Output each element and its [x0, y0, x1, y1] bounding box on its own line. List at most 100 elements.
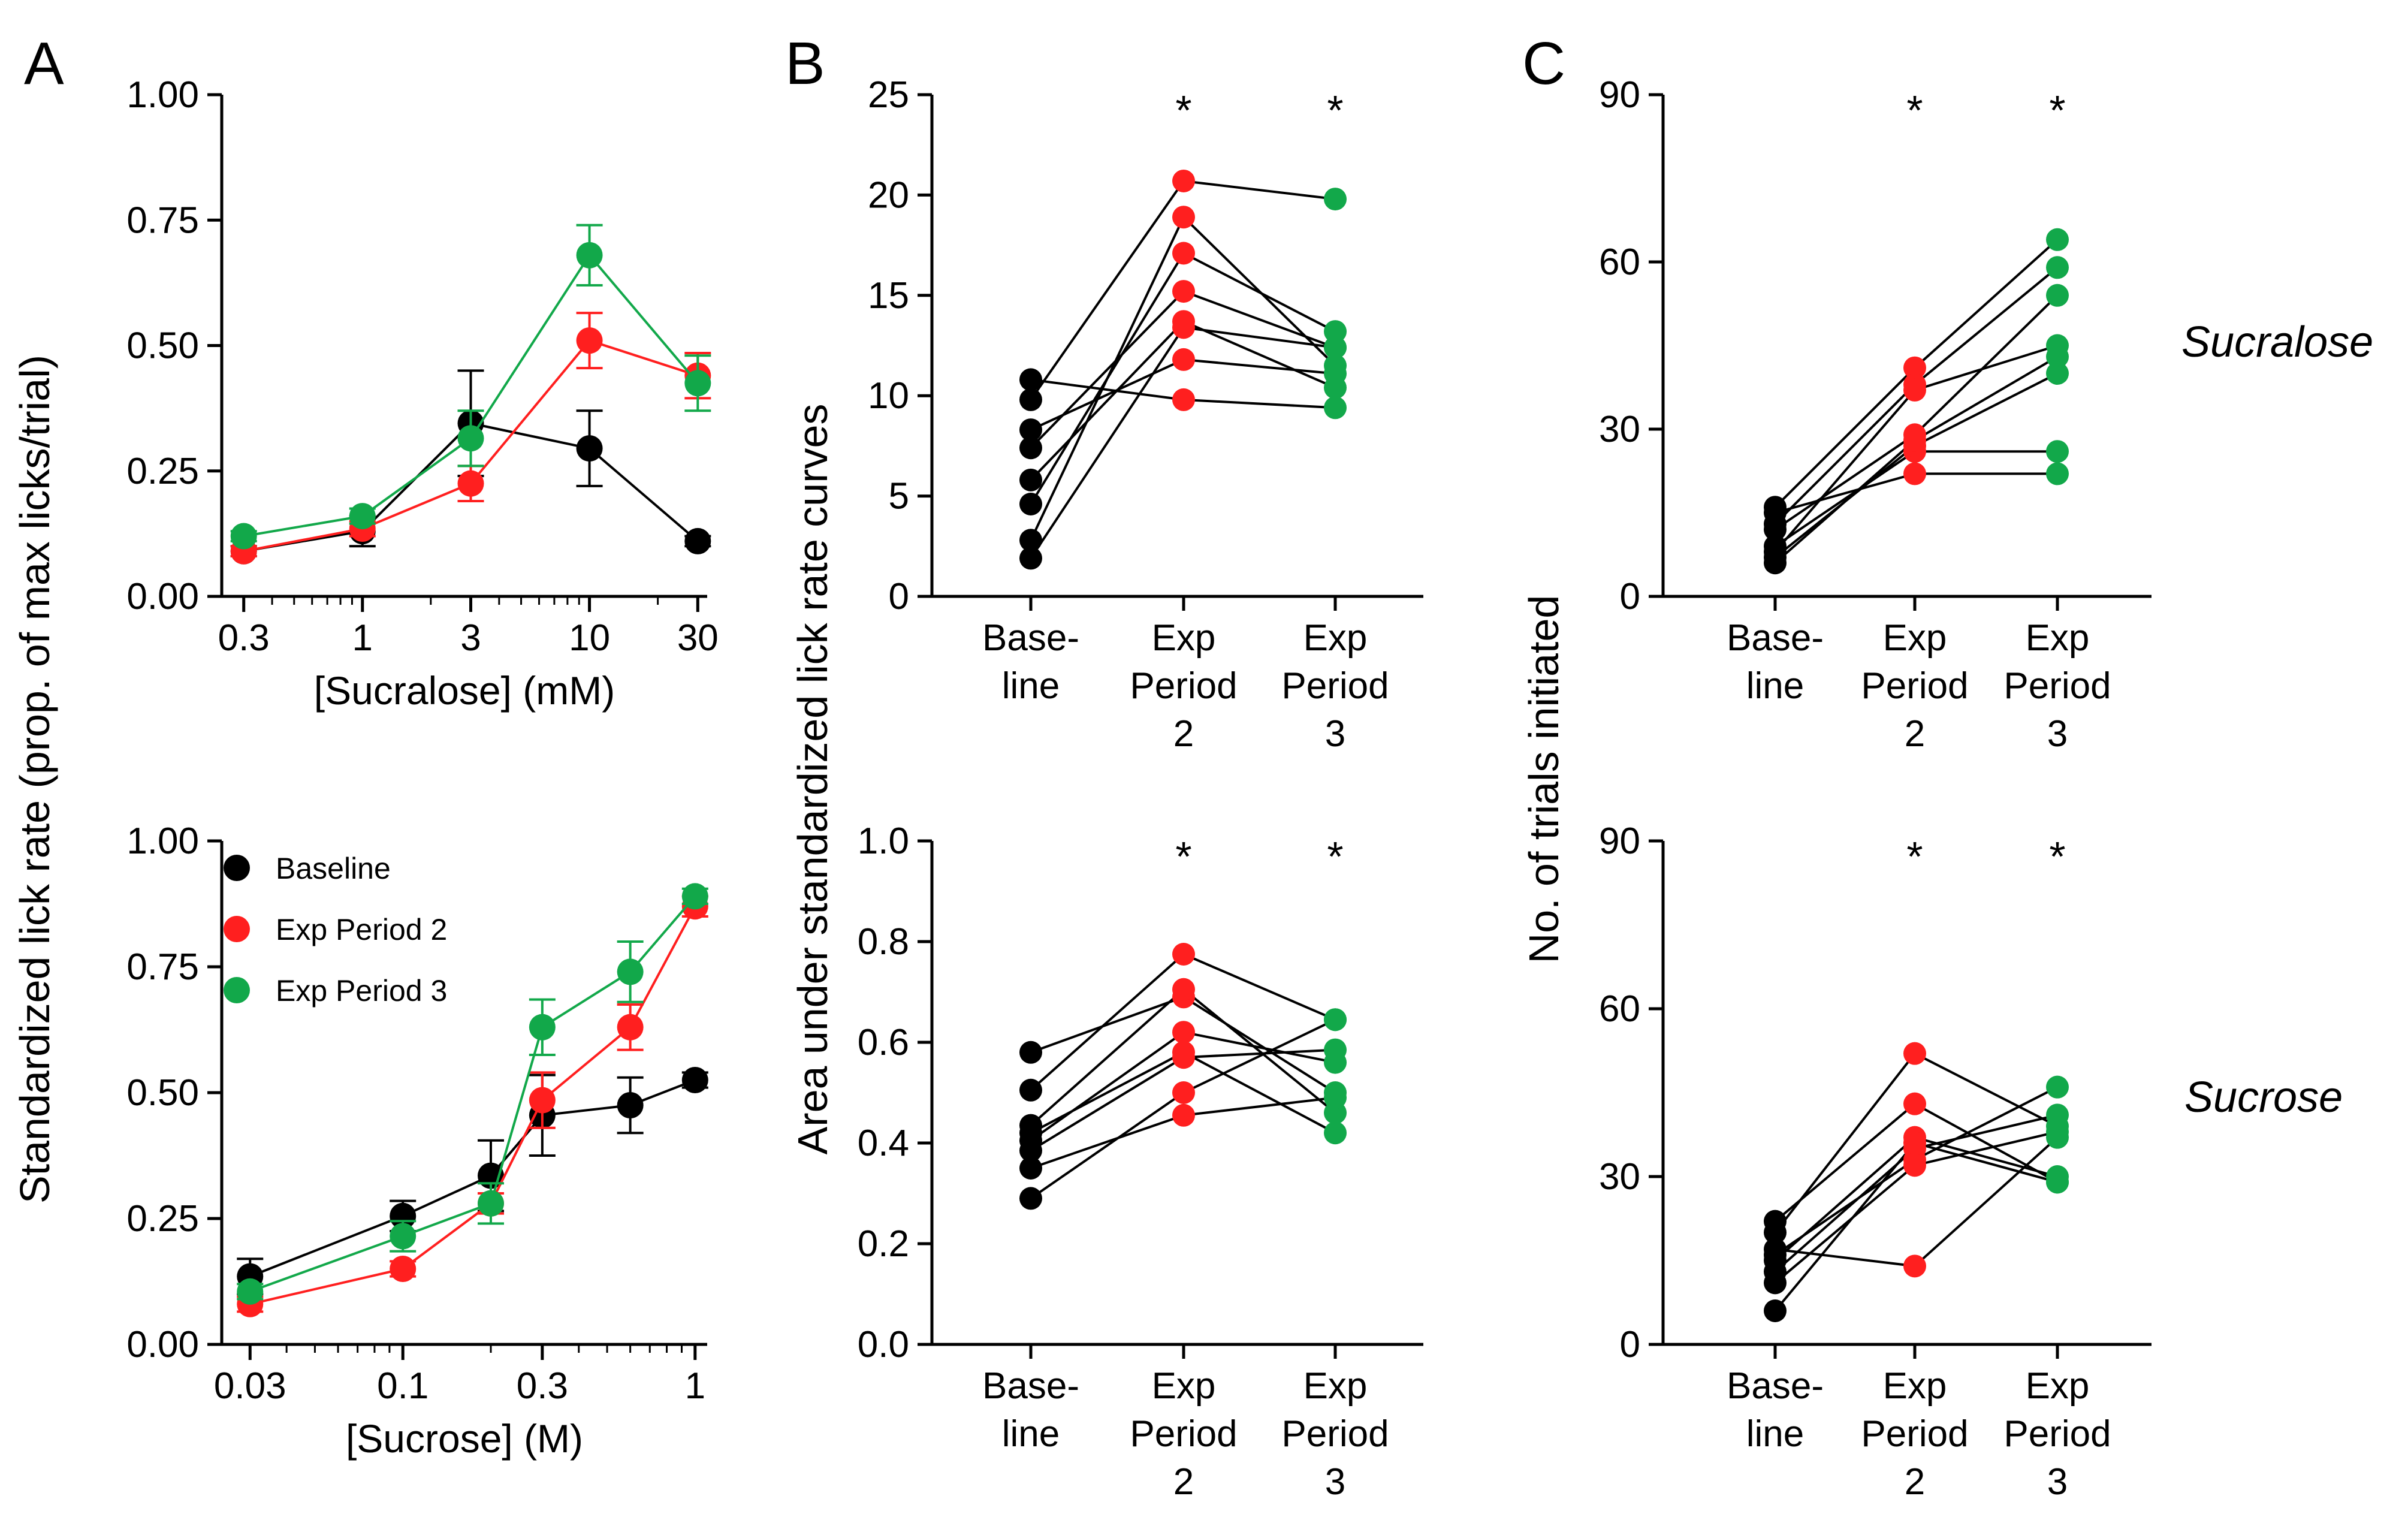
panel-b-bottom-sucrose-chart: 0.0 0.2 0.4 0.6 0.8 1.0 Base-line Exp Period 2 * Ex…	[858, 821, 1423, 1503]
panel-a-y-axis-label: Standardized lick rate (prop. of max lic…	[11, 355, 58, 1204]
data-point	[1019, 388, 1042, 411]
data-point	[1019, 436, 1042, 460]
legend-marker-exp-period-3	[224, 977, 250, 1003]
legend-marker-baseline	[224, 855, 250, 881]
data-point	[477, 1190, 504, 1217]
legend-label-baseline: Baseline	[276, 852, 391, 885]
data-point	[1324, 1121, 1347, 1145]
data-point	[1019, 1187, 1042, 1210]
data-point	[1903, 429, 1926, 452]
data-point	[684, 370, 711, 397]
data-point	[1324, 396, 1347, 420]
x-tick-label: 3	[1325, 713, 1345, 755]
data-point	[617, 1014, 644, 1041]
y-tick-label: 0.0	[858, 1324, 909, 1365]
data-point	[2046, 440, 2069, 463]
data-point	[1172, 242, 1195, 265]
data-point	[1172, 1103, 1195, 1127]
y-tick-label: 90	[1599, 821, 1640, 862]
data-point	[1172, 388, 1195, 411]
data-point	[2046, 284, 2069, 307]
legend-item-exp-period-3: Exp Period 3	[224, 974, 447, 1008]
row-label-sucrose: Sucrose	[2184, 1073, 2343, 1121]
data-point	[2046, 1103, 2069, 1127]
data-point	[529, 1014, 556, 1041]
y-tick-label: 15	[868, 275, 909, 316]
data-point	[617, 958, 644, 985]
data-point	[349, 503, 376, 530]
panel-letter-b: B	[785, 30, 825, 97]
legend-label-exp-period-2: Exp Period 2	[276, 913, 447, 946]
data-point	[1172, 206, 1195, 229]
data-point	[1764, 551, 1787, 575]
data-point	[2046, 1120, 2069, 1144]
x-tick-label: Base-	[1727, 1365, 1824, 1407]
x-tick-label: line	[1002, 665, 1060, 707]
y-tick-label: 1.00	[126, 74, 199, 116]
series-line	[249, 895, 696, 1293]
y-tick-label: 1.00	[126, 821, 199, 862]
data-point	[1172, 169, 1195, 192]
significance-marker: *	[2049, 833, 2065, 880]
x-tick-label: Exp	[1152, 617, 1216, 659]
y-tick-label: 10	[868, 375, 909, 417]
x-tick-label: Period	[1281, 665, 1389, 707]
y-tick-label: 20	[868, 174, 909, 216]
legend: Baseline Exp Period 2 Exp Period 3	[224, 852, 447, 1008]
y-tick-label: 0.25	[126, 451, 199, 492]
data-point	[1019, 1157, 1042, 1180]
data-point	[237, 1278, 264, 1305]
x-tick-label: 10	[569, 617, 610, 659]
x-tick-label: Exp	[1152, 1365, 1216, 1407]
x-tick-label: line	[1746, 1413, 1805, 1455]
data-point	[684, 527, 711, 554]
subject-line	[1030, 215, 1336, 541]
y-tick-label: 0.75	[126, 946, 199, 988]
x-tick-label: Period	[1130, 665, 1237, 707]
panel-b-y-axis-label: Area under standardized lick rate curves	[789, 404, 836, 1155]
y-tick-label: 90	[1599, 74, 1640, 116]
data-point	[1903, 1042, 1926, 1065]
subject-points	[1764, 1042, 2069, 1322]
data-point	[1172, 348, 1195, 371]
subject-points	[1764, 228, 2069, 575]
y-tick-label: 0.6	[858, 1022, 909, 1063]
y-tick-label: 0	[1620, 1324, 1640, 1365]
significance-marker: *	[2049, 87, 2065, 134]
data-point	[1019, 418, 1042, 442]
legend-item-baseline: Baseline	[224, 852, 391, 885]
x-tick-label: 3	[2047, 713, 2068, 755]
x-tick-label: Period	[2003, 665, 2111, 707]
data-point	[1172, 316, 1195, 339]
data-point	[1324, 376, 1347, 399]
data-point	[1903, 1132, 1926, 1154]
y-tick-label: 30	[1599, 1156, 1640, 1198]
data-point	[1172, 1021, 1195, 1044]
data-point	[2046, 228, 2069, 251]
x-tick-label: 30	[677, 617, 719, 659]
x-tick-label: Period	[1861, 665, 1968, 707]
data-point	[1903, 1254, 1926, 1278]
panel-a-top-sucralose-chart: 0.00 0.25 0.50 0.75 1.00 0.3 1 3 10 30 [Sucralose]…	[126, 74, 718, 713]
x-axis-label: [Sucralose] (mM)	[314, 668, 615, 713]
y-tick-label: 1.0	[858, 821, 909, 862]
data-point	[1172, 943, 1195, 966]
panel-c-top-sucralose-chart: 0 30 60 90 Base-line Exp Period 2 * Exp Period 3 *	[1599, 74, 2151, 755]
panel-b-top-sucralose-chart: 0 5 10 15 20 25 Base-line Exp Period 2 * Exp Period 3…	[868, 74, 1423, 755]
x-tick-label: 0.3	[517, 1365, 568, 1407]
series-line	[249, 906, 696, 1305]
data-point	[681, 1067, 708, 1093]
significance-marker: *	[1327, 87, 1343, 134]
x-tick-label: 3	[2047, 1461, 2068, 1503]
data-point	[1324, 1008, 1347, 1032]
y-tick-label: 0.4	[858, 1123, 909, 1164]
x-tick-label: Period	[1130, 1413, 1237, 1455]
significance-marker: *	[1175, 87, 1191, 134]
data-point	[576, 327, 603, 354]
data-point	[230, 523, 257, 550]
data-point	[1324, 320, 1347, 343]
x-tick-label: 0.03	[214, 1365, 286, 1407]
y-tick-label: 30	[1599, 409, 1640, 450]
y-tick-label: 60	[1599, 242, 1640, 283]
